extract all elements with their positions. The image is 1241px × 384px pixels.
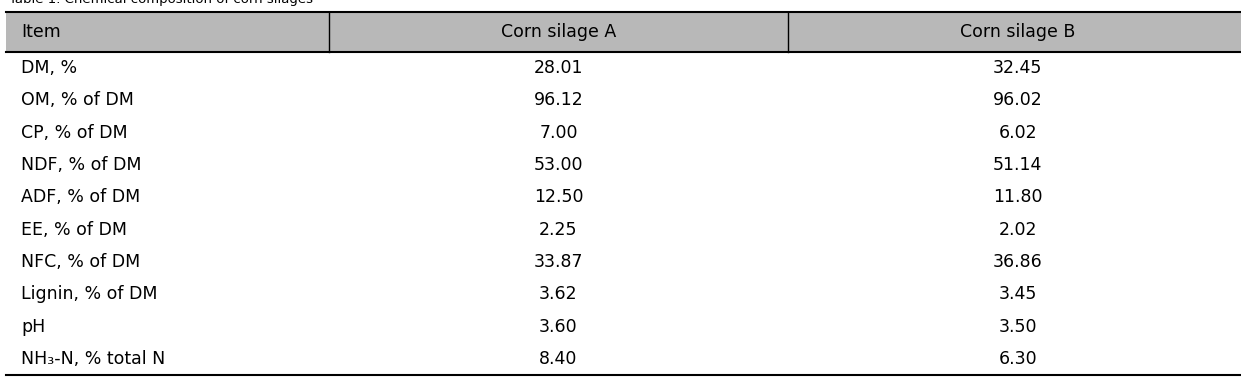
Text: 12.50: 12.50 [534, 188, 583, 206]
Text: 6.30: 6.30 [998, 350, 1037, 368]
Text: 6.02: 6.02 [998, 124, 1037, 142]
Text: NH₃-N, % total N: NH₃-N, % total N [21, 350, 165, 368]
Text: 7.00: 7.00 [539, 124, 578, 142]
Text: OM, % of DM: OM, % of DM [21, 91, 134, 109]
Text: Item: Item [21, 23, 61, 41]
Text: 96.02: 96.02 [993, 91, 1042, 109]
Text: 28.01: 28.01 [534, 59, 583, 77]
Text: ADF, % of DM: ADF, % of DM [21, 188, 140, 206]
Text: 8.40: 8.40 [540, 350, 577, 368]
Text: 2.02: 2.02 [998, 221, 1037, 239]
Text: Corn silage A: Corn silage A [501, 23, 616, 41]
Text: NFC, % of DM: NFC, % of DM [21, 253, 140, 271]
FancyBboxPatch shape [6, 12, 1241, 52]
Text: pH: pH [21, 318, 46, 336]
Text: 2.25: 2.25 [539, 221, 578, 239]
Text: NDF, % of DM: NDF, % of DM [21, 156, 141, 174]
Text: 36.86: 36.86 [993, 253, 1042, 271]
Text: 33.87: 33.87 [534, 253, 583, 271]
Text: 11.80: 11.80 [993, 188, 1042, 206]
Text: 3.45: 3.45 [999, 285, 1036, 303]
Text: 53.00: 53.00 [534, 156, 583, 174]
Text: Table 1. Chemical composition of corn silages: Table 1. Chemical composition of corn si… [9, 0, 313, 6]
Text: 51.14: 51.14 [993, 156, 1042, 174]
Text: EE, % of DM: EE, % of DM [21, 221, 127, 239]
Text: 3.60: 3.60 [539, 318, 578, 336]
Text: Corn silage B: Corn silage B [961, 23, 1075, 41]
Text: 3.62: 3.62 [539, 285, 578, 303]
Text: DM, %: DM, % [21, 59, 77, 77]
Text: CP, % of DM: CP, % of DM [21, 124, 128, 142]
Text: 96.12: 96.12 [534, 91, 583, 109]
Text: 32.45: 32.45 [993, 59, 1042, 77]
Text: Lignin, % of DM: Lignin, % of DM [21, 285, 158, 303]
Text: 3.50: 3.50 [998, 318, 1037, 336]
